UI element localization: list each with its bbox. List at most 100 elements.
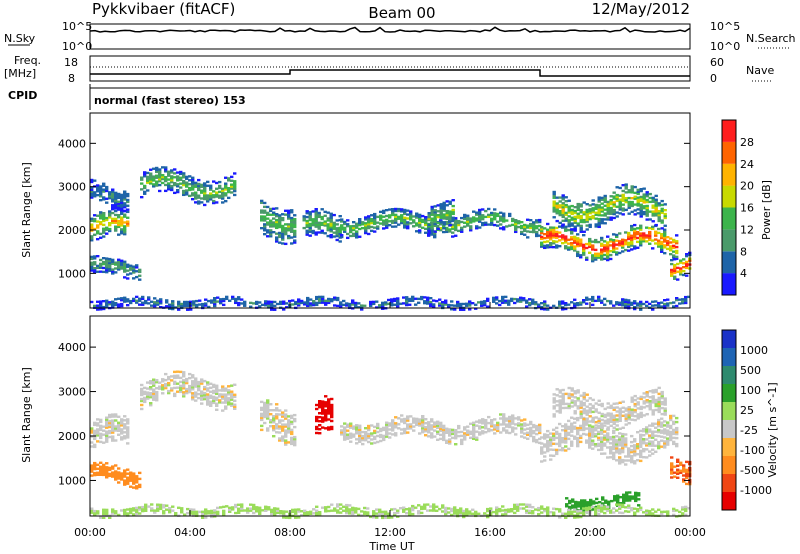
velocity-cell [182, 393, 186, 396]
velocity-cell [411, 506, 415, 510]
power-cell [191, 184, 195, 187]
velocity-cell [158, 387, 162, 390]
velocity-cell [348, 504, 352, 507]
power-cell [179, 182, 183, 185]
power-cell [308, 228, 312, 231]
velocity-cell [450, 513, 454, 517]
velocity-cell [642, 396, 646, 399]
power-cell [275, 236, 279, 239]
power-cell [654, 198, 658, 201]
power-cell [183, 300, 187, 304]
power-cell [188, 175, 192, 178]
power-cell [403, 210, 407, 214]
power-cell [117, 214, 121, 217]
power-cell [108, 261, 112, 265]
velocity-cell [592, 502, 596, 505]
power-cell [177, 302, 181, 305]
power-cell [609, 195, 613, 198]
velocity-cell [114, 427, 118, 430]
power-cell [579, 228, 583, 231]
power-cell [396, 303, 400, 306]
velocity-cell [424, 418, 428, 421]
velocity-cell [421, 427, 425, 430]
velocity-cell [582, 507, 586, 510]
velocity-cell [579, 412, 583, 415]
power-cell [564, 229, 568, 232]
power-cell [436, 227, 440, 230]
velocity-cell [561, 392, 565, 396]
velocity-cell [330, 409, 334, 413]
power-cell [636, 240, 640, 244]
velocity-cell [561, 388, 565, 392]
power-cell [186, 302, 190, 306]
power-cell [430, 207, 434, 211]
velocity-cell [266, 405, 270, 408]
velocity-cell [627, 408, 631, 411]
velocity-cell [233, 383, 237, 386]
power-cell [170, 169, 174, 172]
velocity-cell [672, 422, 676, 426]
velocity-cell [126, 512, 130, 515]
velocity-cell [546, 429, 550, 433]
velocity-cell [615, 503, 619, 506]
velocity-cell [648, 404, 652, 407]
velocity-cell [594, 509, 598, 512]
power-cell [576, 241, 580, 244]
velocity-cell [105, 472, 109, 475]
velocity-cell [282, 510, 286, 513]
power-cell [207, 305, 211, 309]
power-cell [176, 185, 180, 188]
velocity-cell [585, 411, 589, 414]
velocity-cell [576, 405, 580, 408]
power-cell [415, 230, 419, 233]
power-cell [552, 246, 556, 249]
power-cell [105, 305, 109, 308]
power-cell [164, 179, 168, 183]
velocity-cell [579, 509, 583, 513]
power-cell [657, 245, 661, 248]
velocity-cell [555, 442, 559, 446]
velocity-cell [573, 404, 577, 407]
velocity-cell [633, 404, 637, 408]
velocity-cell [570, 434, 574, 437]
power-cell [171, 307, 175, 311]
power-cell [123, 213, 127, 216]
power-cell [102, 190, 106, 193]
velocity-cell [439, 423, 443, 427]
velocity-cell [255, 510, 259, 513]
power-cell [418, 215, 422, 219]
power-cell [427, 231, 431, 234]
power-cell [540, 228, 544, 231]
velocity-cell [114, 415, 118, 418]
power-cell [267, 300, 271, 303]
velocity-cell [90, 468, 94, 471]
power-cell [501, 295, 505, 299]
power-cell [167, 170, 171, 173]
velocity-cell [598, 501, 602, 504]
velocity-cell [490, 425, 494, 428]
sky-right-tick-top: 10^5 [710, 20, 740, 33]
velocity-cell [532, 435, 536, 439]
velocity-cell [594, 513, 598, 516]
power-cell [305, 215, 309, 219]
power-cell [273, 304, 277, 308]
power-cell [114, 195, 118, 198]
velocity-cell [102, 512, 106, 515]
velocity-cell [182, 381, 186, 384]
velocity-cell [117, 429, 121, 432]
velocity-cell [675, 436, 679, 440]
power-cell [273, 308, 277, 311]
power-cell [285, 306, 289, 309]
velocity-cell [600, 444, 604, 447]
velocity-cell [463, 434, 467, 437]
velocity-cell [538, 427, 542, 431]
velocity-cell [603, 419, 607, 423]
velocity-cell [675, 442, 679, 446]
power-cell [481, 214, 485, 217]
velocity-cell [568, 501, 572, 505]
velocity-cell [612, 437, 616, 441]
power-cell [627, 212, 631, 215]
velocity-cell [499, 423, 503, 426]
velocity-cell [432, 507, 436, 510]
power-cell [451, 218, 455, 221]
